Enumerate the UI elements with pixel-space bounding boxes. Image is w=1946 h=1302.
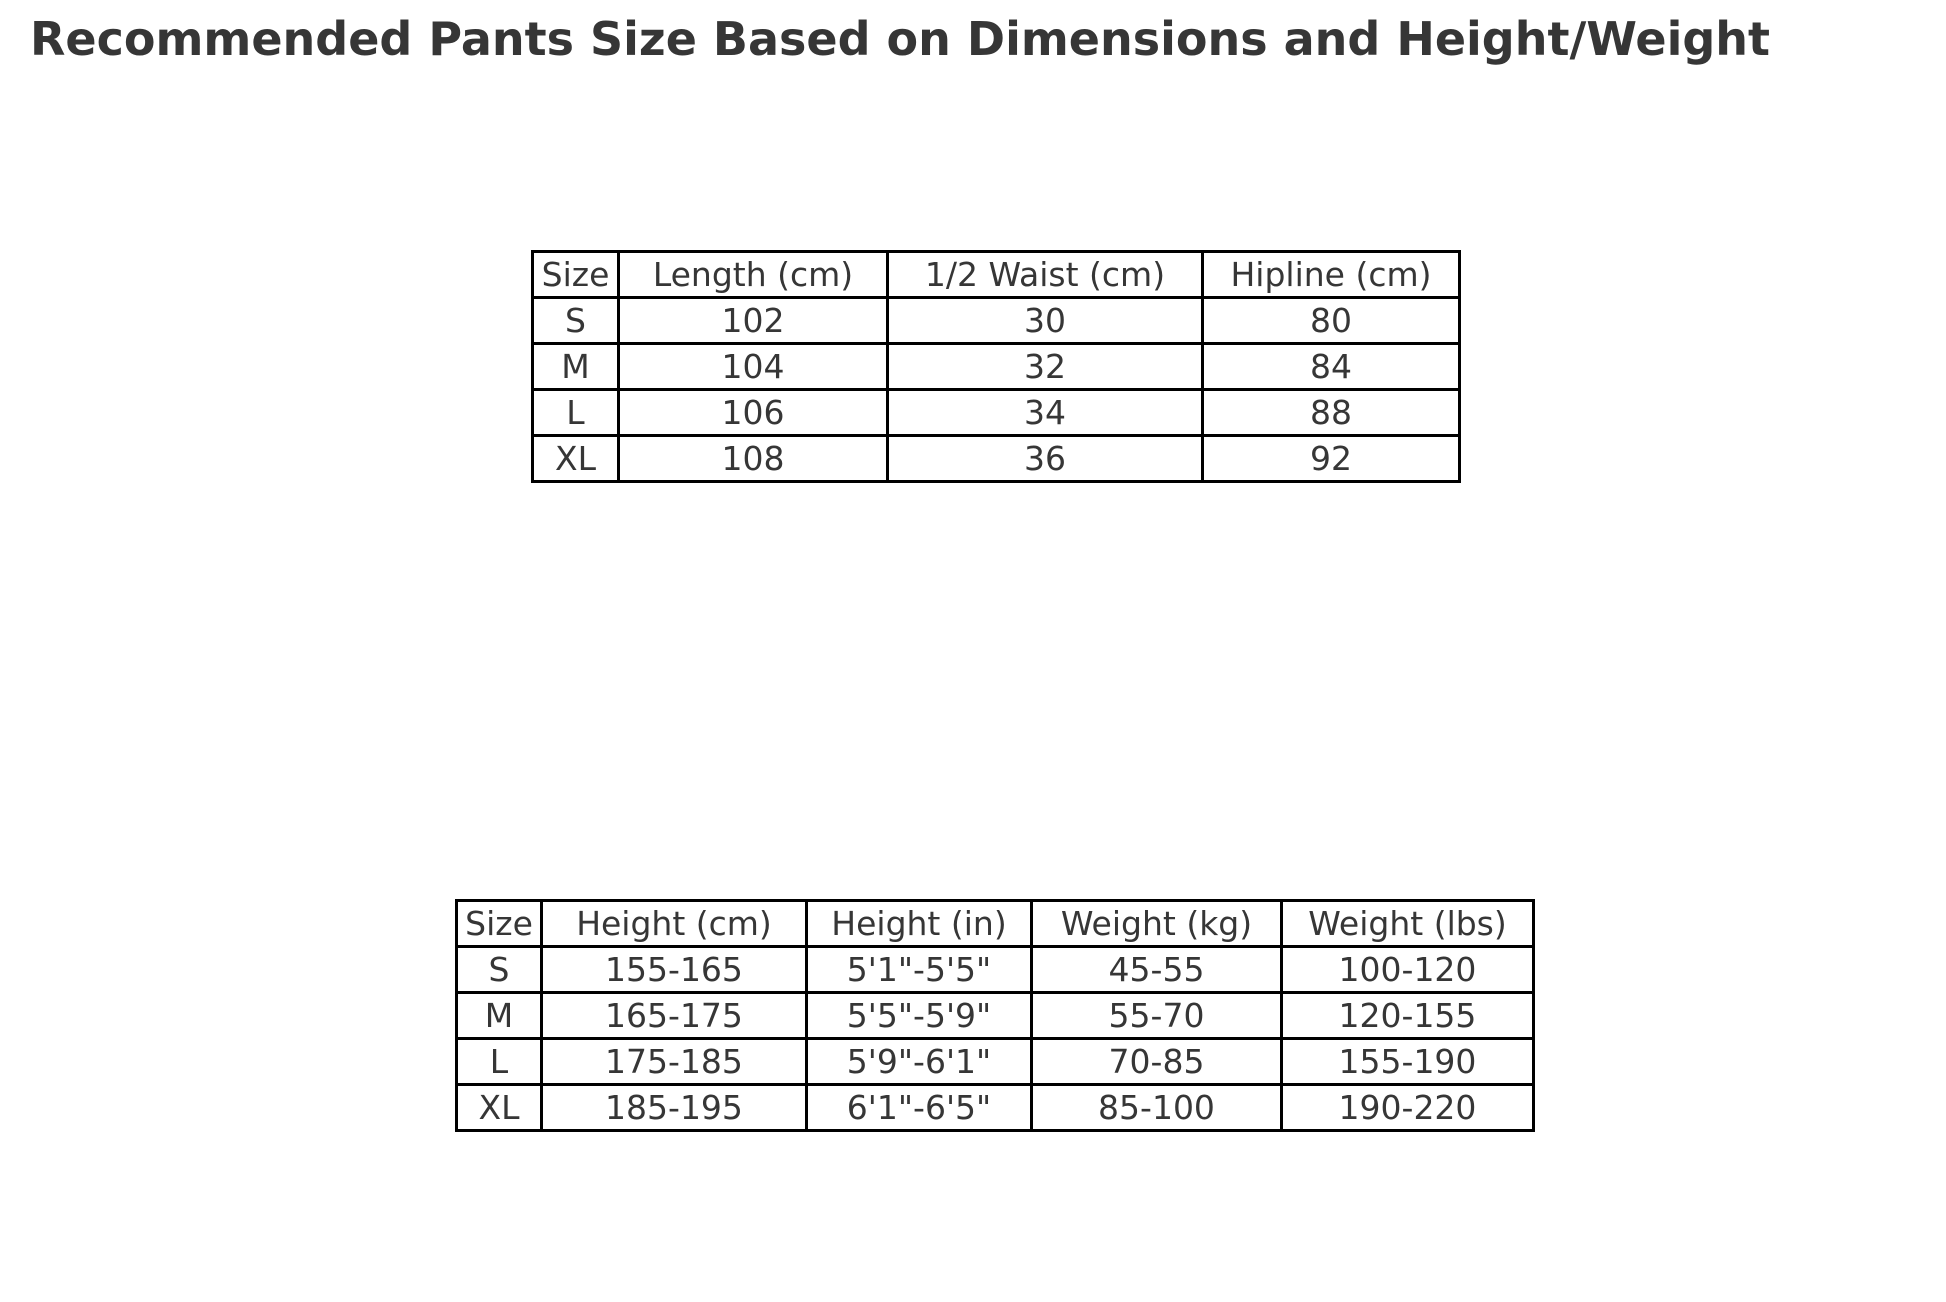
cell-size: XL — [531, 434, 620, 483]
cell-height-in: 5'9"-6'1" — [805, 1037, 1033, 1086]
cell-height-in: 6'1"-6'5" — [805, 1083, 1033, 1132]
cell-height-cm: 155-165 — [540, 945, 808, 994]
table-header-row: Size Length (cm) 1/2 Waist (cm) Hipline … — [531, 250, 1461, 299]
cell-weight-lbs: 190-220 — [1280, 1083, 1535, 1132]
height-weight-table-body: S 155-165 5'1"-5'5" 45-55 100-120 M 165-… — [455, 945, 1535, 1132]
table-header-row: Size Height (cm) Height (in) Weight (kg)… — [455, 899, 1535, 948]
height-weight-table: Size Height (cm) Height (in) Weight (kg)… — [455, 899, 1535, 1132]
height-weight-table-header: Size Height (cm) Height (in) Weight (kg)… — [455, 899, 1535, 948]
table-row-m: M 165-175 5'5"-5'9" 55-70 120-155 — [455, 991, 1535, 1040]
pants-dimensions-table-header: Size Length (cm) 1/2 Waist (cm) Hipline … — [531, 250, 1461, 299]
cell-size: M — [531, 342, 620, 391]
cell-size: L — [455, 1037, 543, 1086]
column-header-half-waist-cm: 1/2 Waist (cm) — [886, 250, 1204, 299]
cell-height-in: 5'5"-5'9" — [805, 991, 1033, 1040]
cell-half-waist: 34 — [886, 388, 1204, 437]
cell-weight-kg: 55-70 — [1030, 991, 1283, 1040]
cell-weight-lbs: 155-190 — [1280, 1037, 1535, 1086]
cell-length: 106 — [617, 388, 889, 437]
cell-hipline: 80 — [1201, 296, 1461, 345]
table-row-s: S 102 30 80 — [531, 296, 1461, 345]
page-title: Recommended Pants Size Based on Dimensio… — [30, 12, 1771, 66]
cell-length: 108 — [617, 434, 889, 483]
cell-size: L — [531, 388, 620, 437]
cell-weight-lbs: 100-120 — [1280, 945, 1535, 994]
cell-weight-lbs: 120-155 — [1280, 991, 1535, 1040]
column-header-size: Size — [531, 250, 620, 299]
column-header-height-in: Height (in) — [805, 899, 1033, 948]
column-header-weight-lbs: Weight (lbs) — [1280, 899, 1535, 948]
cell-height-cm: 165-175 — [540, 991, 808, 1040]
cell-weight-kg: 85-100 — [1030, 1083, 1283, 1132]
column-header-length-cm: Length (cm) — [617, 250, 889, 299]
cell-size: XL — [455, 1083, 543, 1132]
cell-half-waist: 32 — [886, 342, 1204, 391]
table-row-l: L 106 34 88 — [531, 388, 1461, 437]
table-row-l: L 175-185 5'9"-6'1" 70-85 155-190 — [455, 1037, 1535, 1086]
cell-half-waist: 36 — [886, 434, 1204, 483]
cell-hipline: 88 — [1201, 388, 1461, 437]
cell-size: M — [455, 991, 543, 1040]
table-row-m: M 104 32 84 — [531, 342, 1461, 391]
cell-height-cm: 175-185 — [540, 1037, 808, 1086]
column-header-height-cm: Height (cm) — [540, 899, 808, 948]
column-header-weight-kg: Weight (kg) — [1030, 899, 1283, 948]
cell-height-cm: 185-195 — [540, 1083, 808, 1132]
cell-half-waist: 30 — [886, 296, 1204, 345]
pants-dimensions-table-body: S 102 30 80 M 104 32 84 L 106 34 88 XL 1… — [531, 296, 1461, 483]
cell-size: S — [531, 296, 620, 345]
cell-size: S — [455, 945, 543, 994]
table-row-s: S 155-165 5'1"-5'5" 45-55 100-120 — [455, 945, 1535, 994]
column-header-hipline-cm: Hipline (cm) — [1201, 250, 1461, 299]
cell-length: 102 — [617, 296, 889, 345]
cell-weight-kg: 70-85 — [1030, 1037, 1283, 1086]
cell-length: 104 — [617, 342, 889, 391]
cell-hipline: 84 — [1201, 342, 1461, 391]
pants-dimensions-table: Size Length (cm) 1/2 Waist (cm) Hipline … — [531, 250, 1461, 483]
cell-weight-kg: 45-55 — [1030, 945, 1283, 994]
cell-height-in: 5'1"-5'5" — [805, 945, 1033, 994]
column-header-size: Size — [455, 899, 543, 948]
table-row-xl: XL 185-195 6'1"-6'5" 85-100 190-220 — [455, 1083, 1535, 1132]
table-row-xl: XL 108 36 92 — [531, 434, 1461, 483]
cell-hipline: 92 — [1201, 434, 1461, 483]
